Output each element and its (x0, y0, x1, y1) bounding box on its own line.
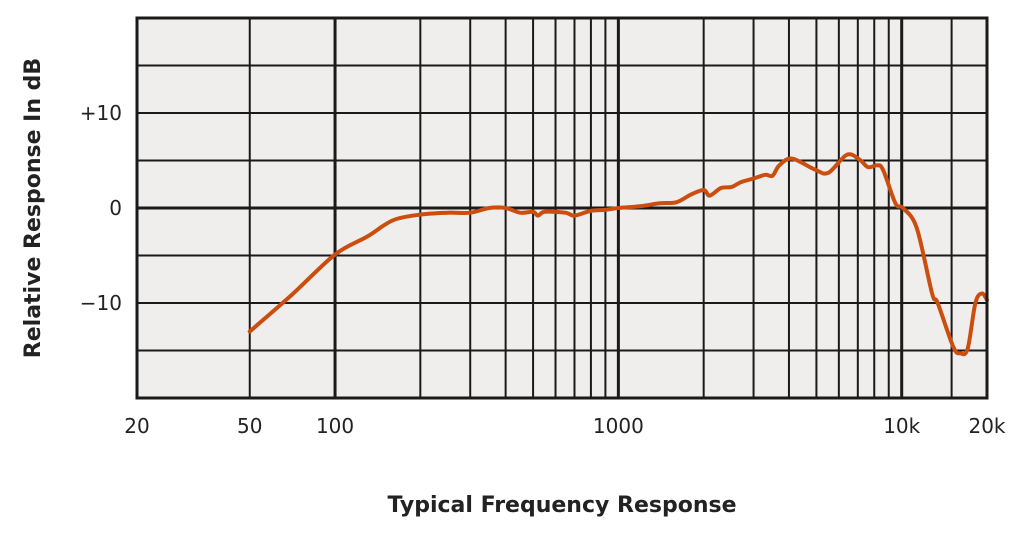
y-tick-label: +10 (80, 101, 122, 125)
x-tick-label: 20k (968, 414, 1005, 438)
chart-title: Typical Frequency Response (387, 493, 736, 518)
x-tick-label: 100 (316, 414, 354, 438)
x-tick-label: 50 (237, 414, 262, 438)
x-tick-label: 20 (124, 414, 149, 438)
x-tick-label: 1000 (593, 414, 644, 438)
y-tick-label: −10 (80, 291, 122, 315)
plot-frame (135, 16, 989, 400)
y-axis-title: Relative Response In dB (21, 58, 46, 358)
x-tick-label: 10k (883, 414, 920, 438)
response-curve (247, 152, 989, 357)
y-tick-label: 0 (109, 196, 122, 220)
